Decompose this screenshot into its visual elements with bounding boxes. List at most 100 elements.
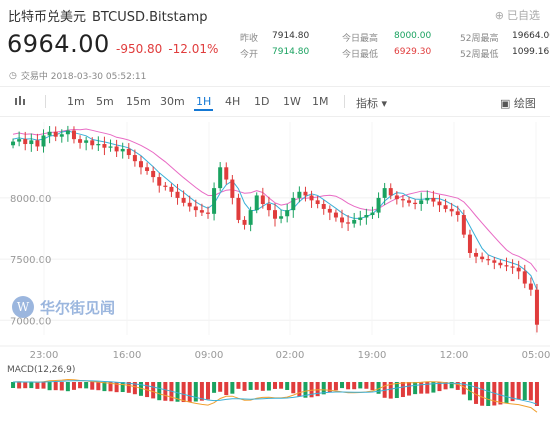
macd-bar <box>413 382 418 395</box>
macd-bar <box>78 382 83 389</box>
interval-15m[interactable]: 15m <box>126 95 151 108</box>
macd-bar <box>394 382 399 399</box>
macd-bar <box>218 382 223 392</box>
macd-bar <box>187 382 192 402</box>
candle-body <box>23 139 28 145</box>
candle-body <box>358 217 363 220</box>
macd-bar <box>358 382 363 389</box>
candle-body <box>364 215 369 218</box>
stat-1-1: 今日最低 6929.30 <box>342 47 432 60</box>
candle-body <box>248 210 253 225</box>
candle-body <box>388 188 393 196</box>
candle-body <box>394 195 399 200</box>
candle-body <box>534 289 539 325</box>
candle-body <box>53 131 58 137</box>
candle-body <box>169 186 174 192</box>
candle-body <box>461 215 466 235</box>
chart-type-icon[interactable] <box>14 95 28 110</box>
macd-bar <box>364 382 369 389</box>
macd-bar <box>492 382 497 406</box>
interval-1W[interactable]: 1W <box>283 95 301 108</box>
interval-1D[interactable]: 1D <box>254 95 270 108</box>
macd-bar <box>71 382 76 390</box>
candle-body <box>102 144 107 148</box>
macd-bar <box>35 382 40 389</box>
ma-line <box>12 128 538 272</box>
y-tick-label: 7000.00 <box>10 316 51 327</box>
clock-icon: ◷ <box>9 70 17 81</box>
candle-body <box>126 148 131 156</box>
candle-body <box>151 170 156 178</box>
candle-body <box>29 140 34 145</box>
candle-body <box>315 200 320 205</box>
macd-bar <box>254 382 259 390</box>
candle-body <box>273 210 277 219</box>
macd-bar <box>407 382 412 396</box>
indicator-menu[interactable]: 指标 ▾ <box>356 97 388 110</box>
macd-bar <box>449 382 454 389</box>
x-tick-label: 23:00 <box>30 350 59 361</box>
interval-1m[interactable]: 1m <box>67 95 85 108</box>
macd-bar <box>23 382 28 389</box>
macd-bar <box>47 382 52 391</box>
macd-bar <box>376 382 381 394</box>
macd-bar <box>248 382 253 390</box>
macd-bar <box>352 382 357 390</box>
macd-bar <box>346 382 351 390</box>
macd-bar <box>84 382 89 389</box>
macd-bar <box>522 382 527 400</box>
candle-body <box>138 161 143 168</box>
candle-body <box>114 146 119 152</box>
macd-bar <box>41 382 46 389</box>
macd-bar <box>90 382 95 390</box>
candle-body <box>321 204 326 209</box>
macd-bar <box>474 382 479 404</box>
watermark: W 华尔街见闻 <box>12 296 115 318</box>
macd-bar <box>59 382 64 391</box>
candle-body <box>230 179 235 198</box>
price-change: -950.80 -12.01% <box>116 42 224 56</box>
candle-body <box>132 155 137 162</box>
macd-bar <box>516 382 521 400</box>
change-percent: -12.01% <box>168 42 219 56</box>
draw-button[interactable]: ▣ 绘图 <box>500 97 536 110</box>
candle-body <box>41 135 46 147</box>
candle-body <box>84 140 89 143</box>
candle-body <box>71 130 76 140</box>
macd-bar <box>528 382 533 401</box>
candle-body <box>528 283 533 290</box>
macd-bar <box>230 382 235 394</box>
stat-0-0: 昨收 7914.80 <box>240 31 310 44</box>
plus-icon: ⊕ <box>494 8 504 22</box>
macd-bar <box>132 382 137 395</box>
candle-body <box>419 200 424 205</box>
macd-bar <box>126 382 131 393</box>
x-tick-label: 05:00 <box>522 350 550 361</box>
macd-bar <box>486 382 491 406</box>
divider <box>0 116 550 117</box>
interval-4H[interactable]: 4H <box>225 95 241 108</box>
x-tick-label: 16:00 <box>113 350 142 361</box>
interval-30m[interactable]: 30m <box>160 95 185 108</box>
draw-icon: ▣ <box>500 97 511 110</box>
interval-1H[interactable]: 1H <box>193 95 214 111</box>
interval-5m[interactable]: 5m <box>96 95 114 108</box>
macd-bar <box>303 382 308 398</box>
candle-body <box>90 140 95 146</box>
macd-bar <box>29 382 34 389</box>
last-price: 6964.00 <box>7 30 110 58</box>
divider <box>0 86 550 87</box>
add-watchlist-button[interactable]: ⊕ 已自选 <box>494 8 540 23</box>
macd-bar <box>224 382 229 396</box>
candle-body <box>346 222 351 224</box>
macd-bar <box>327 382 332 393</box>
candle-body <box>376 197 381 213</box>
macd-bar <box>419 382 424 394</box>
stat-1-0: 今开 7914.80 <box>240 47 310 60</box>
interval-1M[interactable]: 1M <box>312 95 329 108</box>
candle-body <box>431 197 436 202</box>
candle-body <box>516 267 521 272</box>
candle-body <box>11 141 16 146</box>
candle-body <box>78 139 83 143</box>
